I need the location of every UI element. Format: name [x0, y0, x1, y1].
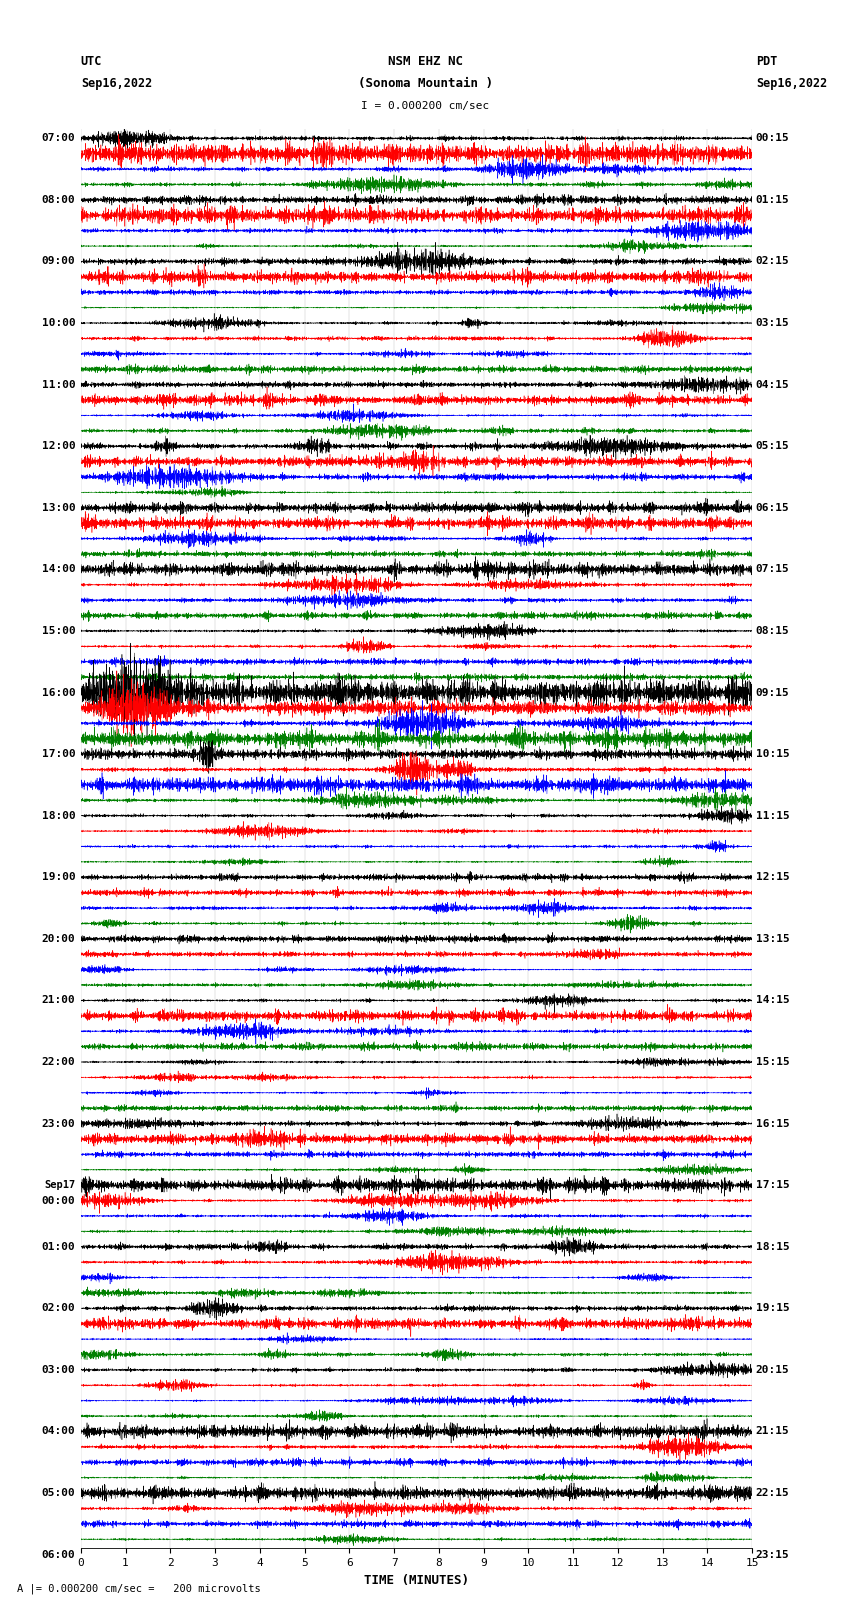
Text: 17:00: 17:00	[42, 748, 76, 760]
Text: 02:15: 02:15	[756, 256, 790, 266]
Text: Sep17: Sep17	[44, 1181, 76, 1190]
Text: 13:00: 13:00	[42, 503, 76, 513]
Text: 09:00: 09:00	[42, 256, 76, 266]
Text: 11:00: 11:00	[42, 379, 76, 390]
Text: 15:15: 15:15	[756, 1057, 790, 1066]
Text: 04:00: 04:00	[42, 1426, 76, 1437]
Text: 14:15: 14:15	[756, 995, 790, 1005]
Text: 18:00: 18:00	[42, 811, 76, 821]
Text: 04:15: 04:15	[756, 379, 790, 390]
Text: 16:00: 16:00	[42, 687, 76, 697]
Text: 19:00: 19:00	[42, 873, 76, 882]
Text: 00:15: 00:15	[756, 134, 790, 144]
Text: 23:15: 23:15	[756, 1550, 790, 1560]
Text: 17:15: 17:15	[756, 1181, 790, 1190]
Text: 01:00: 01:00	[42, 1242, 76, 1252]
Text: 13:15: 13:15	[756, 934, 790, 944]
Text: 05:15: 05:15	[756, 442, 790, 452]
Text: 01:15: 01:15	[756, 195, 790, 205]
Text: 20:15: 20:15	[756, 1365, 790, 1374]
Text: 21:00: 21:00	[42, 995, 76, 1005]
Text: I = 0.000200 cm/sec: I = 0.000200 cm/sec	[361, 102, 489, 111]
Text: Sep16,2022: Sep16,2022	[81, 77, 152, 90]
Text: 20:00: 20:00	[42, 934, 76, 944]
Text: 03:15: 03:15	[756, 318, 790, 327]
Text: 06:00: 06:00	[42, 1550, 76, 1560]
Text: 22:00: 22:00	[42, 1057, 76, 1066]
Text: 02:00: 02:00	[42, 1303, 76, 1313]
Text: 18:15: 18:15	[756, 1242, 790, 1252]
Text: 16:15: 16:15	[756, 1118, 790, 1129]
Text: 21:15: 21:15	[756, 1426, 790, 1437]
Text: 05:00: 05:00	[42, 1489, 76, 1498]
Text: 08:15: 08:15	[756, 626, 790, 636]
Text: 22:15: 22:15	[756, 1489, 790, 1498]
Text: 07:15: 07:15	[756, 565, 790, 574]
Text: 12:00: 12:00	[42, 442, 76, 452]
Text: 07:00: 07:00	[42, 134, 76, 144]
Text: 14:00: 14:00	[42, 565, 76, 574]
Text: 10:15: 10:15	[756, 748, 790, 760]
Text: 00:00: 00:00	[42, 1195, 76, 1205]
Text: 15:00: 15:00	[42, 626, 76, 636]
Text: (Sonoma Mountain ): (Sonoma Mountain )	[358, 77, 492, 90]
Text: 19:15: 19:15	[756, 1303, 790, 1313]
Text: 12:15: 12:15	[756, 873, 790, 882]
Text: PDT: PDT	[756, 55, 778, 68]
Text: 06:15: 06:15	[756, 503, 790, 513]
Text: UTC: UTC	[81, 55, 102, 68]
Text: 09:15: 09:15	[756, 687, 790, 697]
Text: 03:00: 03:00	[42, 1365, 76, 1374]
Text: NSM EHZ NC: NSM EHZ NC	[388, 55, 462, 68]
Text: 11:15: 11:15	[756, 811, 790, 821]
X-axis label: TIME (MINUTES): TIME (MINUTES)	[364, 1574, 469, 1587]
Text: 08:00: 08:00	[42, 195, 76, 205]
Text: 23:00: 23:00	[42, 1118, 76, 1129]
Text: A |= 0.000200 cm/sec =   200 microvolts: A |= 0.000200 cm/sec = 200 microvolts	[17, 1584, 261, 1594]
Text: Sep16,2022: Sep16,2022	[756, 77, 828, 90]
Text: 10:00: 10:00	[42, 318, 76, 327]
